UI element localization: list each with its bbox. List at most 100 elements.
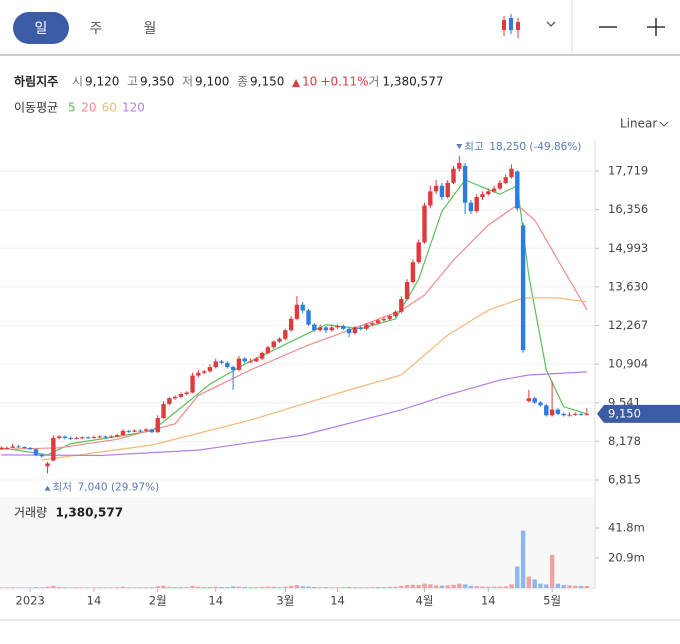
candle-body [5, 448, 9, 449]
candle-body [92, 437, 96, 438]
candle-body [121, 431, 125, 435]
x-tick-label: 2023 [16, 594, 45, 608]
high-value: 18,250 (-49.86%) [489, 141, 581, 153]
volume-bar [382, 587, 386, 588]
candle-body [243, 359, 247, 362]
candle-body [57, 437, 61, 438]
volume-bar [167, 587, 171, 588]
volume-bar [561, 585, 565, 588]
volume-bar [428, 584, 432, 588]
candle-body [225, 363, 229, 367]
candle-body [399, 299, 403, 312]
volume-bar [341, 587, 345, 588]
volume-value: 1,380,577 [56, 506, 124, 520]
volume-bar [538, 584, 542, 588]
candle-body [422, 206, 426, 243]
quote-label: 시 [72, 75, 83, 89]
volume-bar [463, 584, 467, 588]
volume-bar [573, 586, 577, 588]
volume-bar [567, 585, 571, 588]
candle-body [260, 353, 264, 359]
chart-type-button[interactable] [502, 14, 555, 38]
candle-body [103, 437, 107, 438]
volume-bar [480, 587, 484, 588]
volume-bar [260, 587, 264, 588]
candle-body [51, 438, 55, 461]
ma-line [1, 180, 587, 455]
volume-bar [277, 587, 281, 588]
tab[interactable]: 월 [144, 21, 157, 37]
volume-bar [393, 587, 397, 588]
x-tick-label: 3월 [276, 594, 294, 608]
candle-body [295, 305, 299, 319]
volume-bar [434, 585, 438, 588]
quote-value: 9,150 [250, 75, 284, 89]
tab[interactable]: 일 [35, 21, 48, 37]
volume-bar [196, 587, 200, 588]
volume-bar [185, 587, 189, 588]
candle-body [521, 225, 525, 350]
volume-bar [63, 587, 67, 588]
candle-body [480, 194, 484, 197]
candle-body [486, 191, 490, 194]
volume-bar [347, 587, 351, 588]
candle-body [272, 342, 276, 348]
volume-bar [405, 585, 409, 588]
volume-bar [28, 587, 32, 588]
candle-body [45, 463, 49, 466]
volume-bar [492, 587, 496, 588]
volume-bar [324, 587, 328, 588]
volume-bar [318, 587, 322, 588]
candle-body [69, 438, 73, 439]
zoom-in[interactable] [647, 18, 665, 36]
volume-bar [364, 587, 368, 588]
volume-bar [411, 585, 415, 588]
volume-bar [289, 586, 293, 588]
candle-body [469, 203, 473, 212]
volume-bar [283, 587, 287, 588]
candle-body [74, 438, 78, 439]
candle-body [306, 310, 310, 324]
volume-bar [445, 585, 449, 588]
candle-body [301, 305, 305, 311]
y-tick-label: 20.9m [608, 550, 645, 564]
x-tick-label: 14 [208, 594, 223, 608]
candle-body [405, 282, 409, 299]
x-tick-label: 4월 [416, 594, 434, 608]
price-tag-label: 9,150 [608, 406, 641, 420]
candle-body [40, 455, 44, 456]
scale-mode[interactable]: Linear [620, 117, 657, 131]
candle-body [457, 163, 461, 169]
candle-body [138, 431, 142, 432]
volume-bar [190, 586, 194, 588]
high-marker [456, 144, 462, 149]
volume-bar [0, 587, 3, 588]
volume-bar [237, 587, 241, 588]
candle-body [115, 435, 119, 436]
candle-body [585, 414, 589, 415]
volume-bar [115, 587, 119, 588]
volume-bar [330, 587, 334, 588]
tab[interactable]: 주 [90, 21, 103, 37]
candle-body [98, 437, 102, 438]
volume-bar [515, 566, 519, 588]
candle-body [254, 359, 258, 362]
quote-value: 9,120 [85, 75, 119, 89]
candle-body [202, 371, 206, 372]
volume-bar [248, 587, 252, 588]
legend-entry: 60 [102, 101, 117, 115]
y-tick-label: 41.8m [608, 520, 645, 534]
legend-entry: 20 [81, 101, 96, 115]
volume-bar [109, 587, 113, 588]
y-tick-label: 16,356 [608, 202, 648, 216]
quote-value: 9,100 [195, 75, 229, 89]
candle-body [231, 367, 235, 370]
scale-mode-caret[interactable] [660, 122, 668, 126]
candle-body [196, 373, 200, 376]
volume-bar [532, 579, 536, 588]
candle-body [515, 172, 519, 209]
y-tick-label: 6,815 [608, 473, 641, 487]
legend-entry: 120 [122, 101, 145, 115]
